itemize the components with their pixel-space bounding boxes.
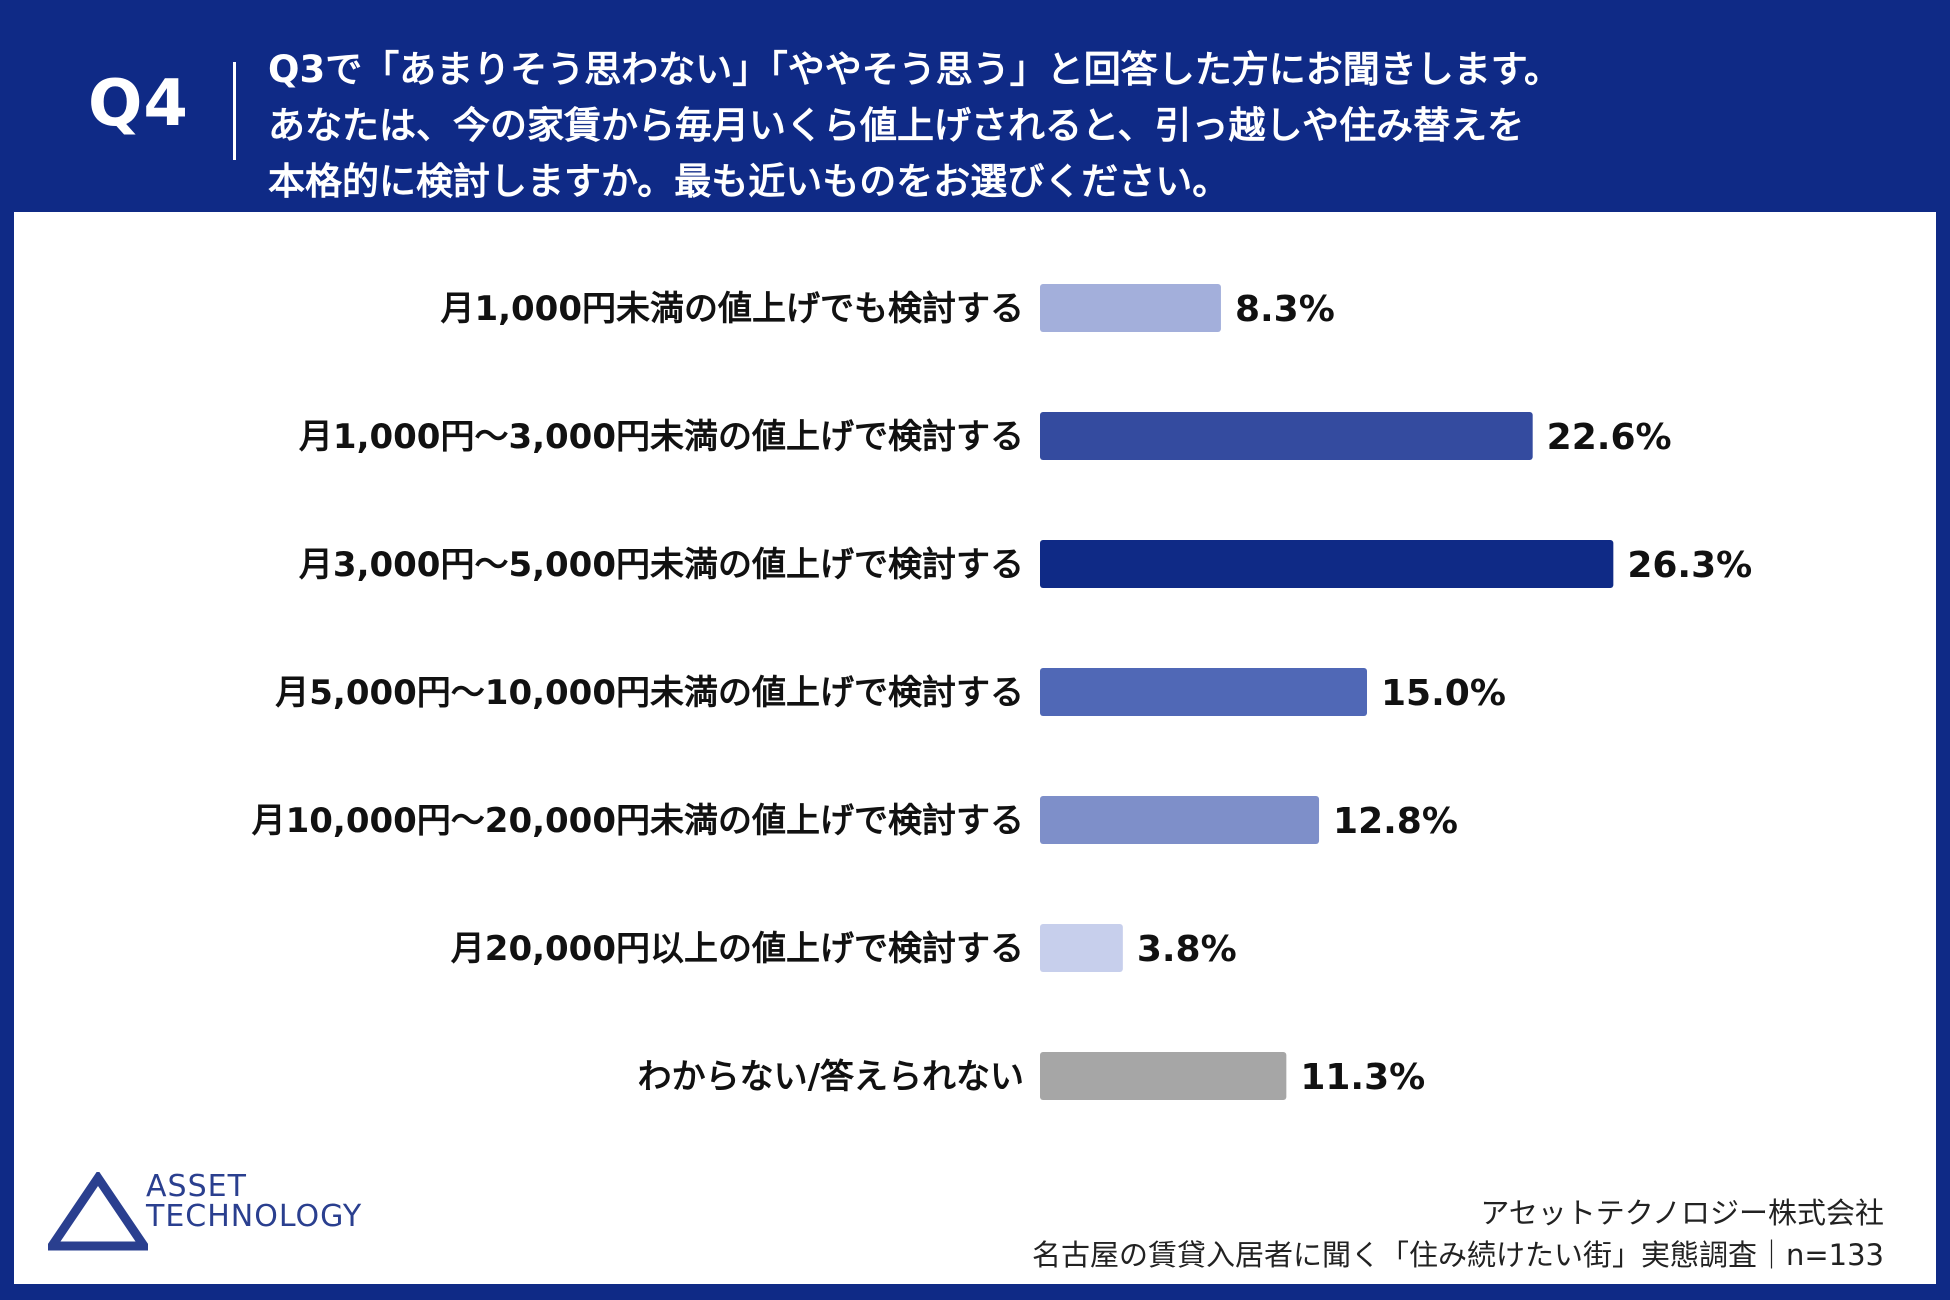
value-label: 11.3% <box>1300 1057 1425 1098</box>
bar <box>1040 668 1367 716</box>
category-label: わからない/答えられない <box>638 1057 1024 1097</box>
value-label: 12.8% <box>1333 801 1458 842</box>
company-logo: ASSET TECHNOLOGY <box>48 1172 408 1252</box>
logo-line-technology: TECHNOLOGY <box>146 1199 363 1234</box>
category-label: 月10,000円〜20,000円未満の値上げで検討する <box>252 801 1024 841</box>
header-divider <box>233 62 236 160</box>
bar <box>1040 284 1221 332</box>
category-label: 月1,000円〜3,000円未満の値上げで検討する <box>299 417 1024 457</box>
question-text: Q3で「あまりそう思わない」「ややそう思う」と回答した方にお聞きします。 あなた… <box>268 42 1928 210</box>
question-line-2: あなたは、今の家賃から毎月いくら値上げされると、引っ越しや住み替えを <box>268 104 1525 147</box>
logo-wordmark: ASSET TECHNOLOGY <box>146 1172 362 1232</box>
triangle-logo-icon <box>48 1172 148 1251</box>
bar <box>1040 412 1533 460</box>
question-line-3: 本格的に検討しますか。最も近いものをお選びください。 <box>268 160 1230 203</box>
bar <box>1040 796 1320 844</box>
footer-company: アセットテクノロジー株式会社 <box>1480 1196 1884 1230</box>
footer-survey: 名古屋の賃貸入居者に聞く「住み続けたい街」実態調査｜n=133 <box>1031 1238 1884 1272</box>
value-label: 15.0% <box>1381 673 1506 714</box>
bar-chart: 月1,000円未満の値上げでも検討する 8.3% 月1,000円〜3,000円未満の… <box>252 284 1752 1100</box>
value-label: 22.6% <box>1547 417 1672 458</box>
chart-panel: 月1,000円未満の値上げでも検討する 8.3% 月1,000円〜3,000円未満の… <box>14 212 1936 1284</box>
question-number: Q4 <box>88 67 189 141</box>
category-label: 月20,000円以上の値上げで検討する <box>451 929 1024 969</box>
bar <box>1040 1052 1287 1100</box>
question-line-1: Q3で「あまりそう思わない」「ややそう思う」と回答した方にお聞きします。 <box>268 48 1561 91</box>
value-label: 26.3% <box>1627 545 1752 586</box>
value-label: 8.3% <box>1235 289 1335 330</box>
value-label: 3.8% <box>1137 929 1237 970</box>
category-label: 月5,000円〜10,000円未満の値上げで検討する <box>275 673 1024 713</box>
bar <box>1040 540 1614 588</box>
category-label: 月1,000円未満の値上げでも検討する <box>440 289 1024 329</box>
footer-credit: アセットテクノロジー株式会社 名古屋の賃貸入居者に聞く「住み続けたい街」実態調査… <box>1032 1192 1884 1276</box>
bar <box>1040 924 1123 972</box>
category-label: 月3,000円〜5,000円未満の値上げで検討する <box>299 545 1024 585</box>
logo-line-asset: ASSET <box>146 1169 247 1204</box>
question-header: Q4 Q3で「あまりそう思わない」「ややそう思う」と回答した方にお聞きします。 … <box>0 0 1950 212</box>
